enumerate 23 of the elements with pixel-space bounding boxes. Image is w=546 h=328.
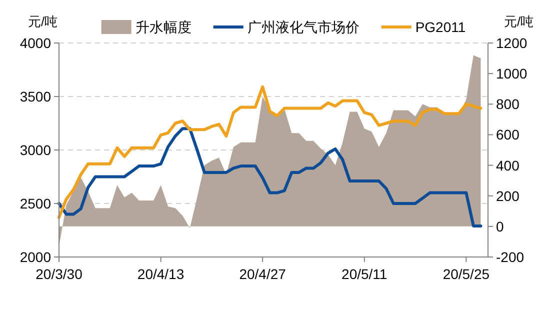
y2-tick-label: 0 [496, 218, 504, 234]
x-tick-label: 20/4/27 [239, 266, 286, 282]
y-tick-label: 3500 [20, 88, 52, 104]
y-tick-label: 3000 [20, 142, 52, 158]
y-tick-label: 4000 [20, 35, 52, 51]
y2-axis-title: 元/吨 [504, 14, 534, 29]
x-tick-label: 20/5/11 [342, 266, 388, 282]
x-tick-label: 20/5/25 [442, 266, 490, 282]
y2-tick-label: -200 [496, 249, 524, 265]
y2-tick-label: 1200 [496, 35, 528, 51]
legend-label: PG2011 [415, 19, 466, 35]
y-tick-label: 2000 [20, 249, 52, 265]
y-tick-label: 2500 [20, 196, 52, 212]
y2-tick-label: 400 [496, 157, 520, 174]
legend-label: 广州液化气市场价 [247, 19, 360, 35]
y2-tick-label: 1000 [496, 66, 528, 82]
y2-tick-label: 600 [496, 126, 520, 143]
y-axis-title: 元/吨 [28, 14, 58, 29]
x-tick-label: 20/4/13 [137, 266, 184, 282]
y2-tick-label: 200 [496, 188, 520, 204]
y2-tick-label: 800 [496, 96, 520, 112]
legend-label: 升水幅度 [135, 19, 192, 35]
x-tick-label: 20/3/30 [36, 266, 83, 282]
